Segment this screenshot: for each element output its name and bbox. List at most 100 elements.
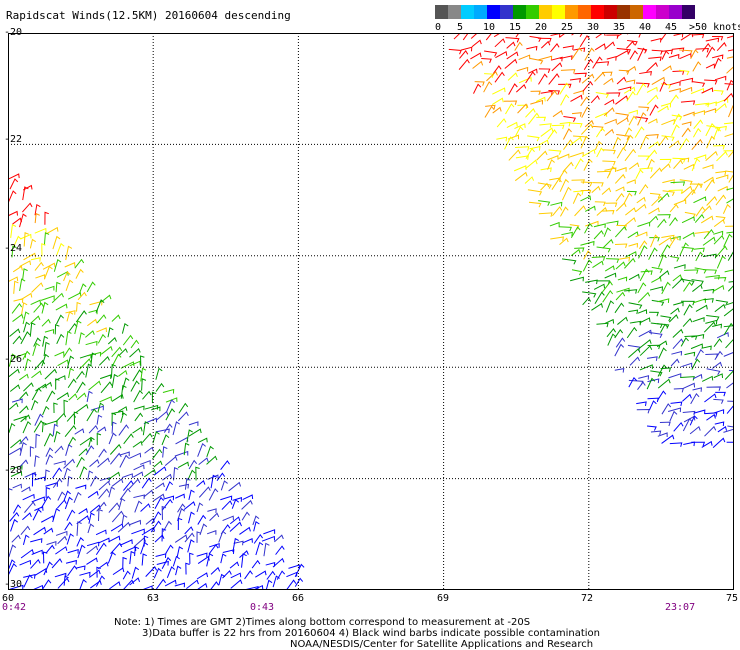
wind-barb	[728, 149, 734, 158]
wind-barb	[672, 328, 684, 338]
wind-barb	[704, 425, 717, 437]
wind-barb	[197, 442, 206, 457]
wind-barb	[107, 327, 114, 338]
wind-barb	[8, 422, 16, 433]
wind-barb	[594, 43, 606, 51]
wind-barb	[515, 146, 530, 151]
wind-barb	[130, 339, 140, 349]
wind-barb	[559, 237, 569, 246]
wind-barb	[165, 544, 174, 554]
wind-barb	[30, 257, 41, 262]
wind-barb	[75, 268, 84, 279]
wind-barb	[661, 118, 675, 126]
wind-barb	[659, 323, 669, 334]
wind-barb	[63, 575, 69, 586]
wind-barb	[715, 125, 727, 131]
wind-barb	[607, 333, 617, 346]
wind-barb	[121, 323, 129, 334]
wind-barb	[640, 270, 653, 275]
wind-barb	[132, 369, 143, 382]
wind-barb	[155, 428, 170, 434]
wind-barb	[580, 195, 592, 202]
wind-barb	[726, 187, 734, 191]
wind-barb	[178, 402, 189, 414]
wind-barb	[594, 71, 606, 82]
wind-barb	[700, 215, 714, 224]
wind-barb	[12, 352, 26, 359]
wind-barb	[40, 295, 55, 301]
wind-barb	[86, 390, 93, 402]
wind-barb	[41, 579, 52, 590]
wind-barb	[692, 33, 705, 39]
wind-barb	[76, 521, 82, 536]
wind-barb	[669, 81, 681, 86]
wind-barb	[726, 79, 734, 91]
wind-barb	[76, 456, 85, 468]
wind-barb	[11, 398, 23, 404]
wind-barb	[705, 101, 717, 107]
wind-barb	[715, 174, 729, 180]
wind-barb	[51, 558, 63, 569]
wind-barb	[286, 571, 298, 578]
wind-barb	[19, 435, 29, 445]
wind-barb	[19, 405, 29, 414]
wind-barb	[65, 310, 76, 315]
wind-barb	[272, 575, 280, 588]
wind-barb	[571, 112, 582, 117]
wind-barb	[582, 291, 597, 298]
wind-barb	[222, 515, 234, 522]
wind-barb	[85, 445, 95, 455]
wind-barb	[263, 529, 276, 535]
wind-barb	[132, 426, 143, 434]
wind-barb	[172, 555, 180, 567]
wind-barbs	[8, 33, 734, 590]
wind-barb	[715, 98, 729, 104]
wind-barb	[134, 412, 144, 422]
wind-barb	[166, 566, 176, 578]
wind-barb	[241, 553, 247, 568]
wind-barb	[9, 464, 23, 470]
wind-barb	[670, 307, 680, 315]
wind-barb	[617, 316, 628, 325]
wind-barb	[65, 444, 73, 456]
wind-barb	[547, 159, 555, 170]
wind-barb	[90, 475, 99, 487]
wind-barb	[8, 276, 19, 282]
wind-barb	[649, 286, 664, 291]
wind-barb	[657, 214, 671, 219]
wind-barb	[516, 66, 529, 72]
wind-barb	[239, 526, 251, 535]
wind-barb	[591, 185, 601, 194]
wind-barb	[206, 530, 217, 535]
wind-barb	[682, 418, 693, 432]
wind-barb	[31, 370, 42, 379]
wind-barb	[580, 240, 595, 246]
wind-barb	[79, 466, 88, 479]
lon-label-69: 69	[437, 593, 450, 604]
wind-barb	[19, 373, 29, 381]
wind-barb	[694, 231, 710, 236]
wind-barb	[96, 414, 103, 425]
wind-barb	[43, 432, 54, 447]
wind-barb	[645, 149, 658, 161]
wind-barb	[514, 171, 528, 182]
wind-barb	[79, 358, 92, 370]
wind-barb	[671, 235, 681, 241]
wind-barb	[692, 373, 703, 380]
wind-barb	[57, 359, 69, 367]
wind-barb	[713, 230, 724, 236]
wind-barb	[231, 498, 240, 509]
wind-barb	[552, 206, 563, 217]
wind-barb	[627, 344, 641, 351]
wind-barb	[95, 575, 105, 587]
wind-barb	[660, 244, 671, 258]
wind-barb	[638, 375, 650, 380]
wind-barb	[89, 459, 100, 468]
wind-barb	[594, 201, 606, 207]
wind-barb	[122, 579, 135, 590]
wind-barb	[638, 183, 649, 195]
wind-barb	[20, 292, 33, 301]
wind-barb	[574, 247, 585, 252]
wind-barb	[602, 238, 614, 249]
wind-barb	[673, 159, 684, 169]
